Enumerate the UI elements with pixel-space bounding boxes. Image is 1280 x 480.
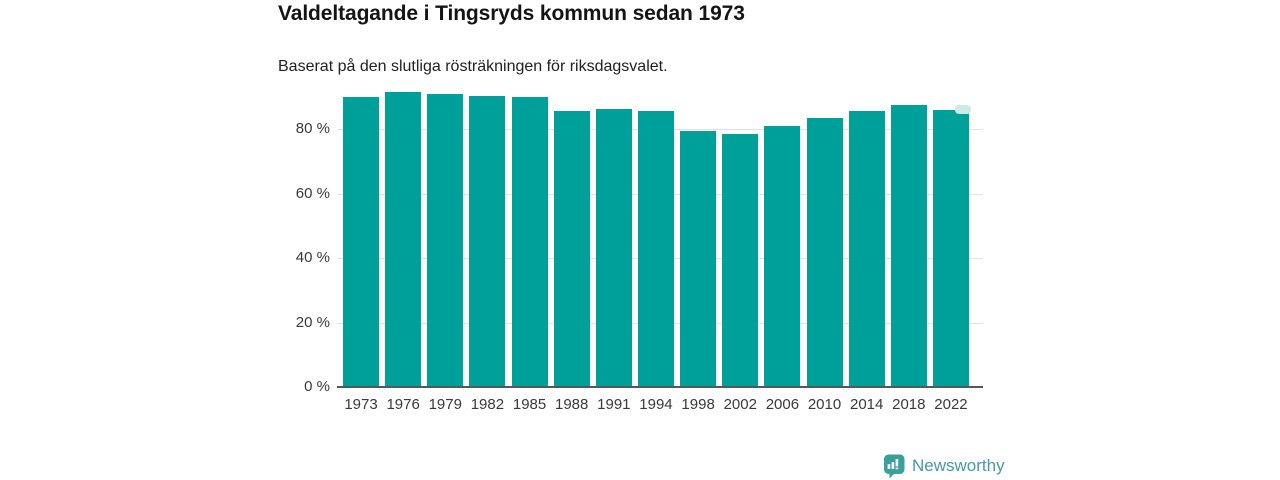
x-tick-2010: 2010 <box>807 396 842 413</box>
newsworthy-logo[interactable]: Newsworthy <box>883 453 1005 479</box>
bar-2018 <box>890 105 927 387</box>
y-tick-40: 40 % <box>295 249 330 266</box>
y-tick-0: 0 % <box>304 378 330 395</box>
bar-1979 <box>427 93 464 387</box>
x-tick-2014: 2014 <box>849 396 884 413</box>
newsworthy-badge-chart-icon <box>884 454 905 478</box>
bar-2006 <box>764 126 801 387</box>
y-tick-80: 80 % <box>295 120 330 137</box>
x-tick-2002: 2002 <box>723 396 757 413</box>
x-tick-1973: 1973 <box>344 396 378 413</box>
bar-2010 <box>806 118 843 387</box>
bar-1991 <box>595 109 632 387</box>
x-tick-2018: 2018 <box>892 396 926 413</box>
y-tick-20: 20 % <box>295 313 330 331</box>
x-axis-line <box>337 386 983 388</box>
x-tick-2006: 2006 <box>765 396 800 413</box>
x-tick-1985: 1985 <box>512 396 547 413</box>
bar-1998 <box>680 131 717 387</box>
bar-1994 <box>637 111 674 387</box>
x-tick-1976: 1976 <box>386 396 420 413</box>
x-tick-1979: 1979 <box>428 396 462 413</box>
bar-1982 <box>469 96 506 387</box>
bar-2002 <box>722 133 759 387</box>
bar-1988 <box>553 110 590 387</box>
plot-area <box>337 0 983 388</box>
chart-title: Valdeltagande i Tingsryds kommun sedan 1… <box>278 2 745 25</box>
x-tick-1982: 1982 <box>470 396 505 413</box>
y-tick-60: 60 % <box>295 184 330 202</box>
x-tick-1988: 1988 <box>555 396 589 413</box>
bar-1976 <box>385 91 422 387</box>
x-tick-1998: 1998 <box>681 396 715 413</box>
newsworthy-wordmark: Newsworthy <box>912 456 1005 475</box>
x-tick-1994: 1994 <box>639 396 673 413</box>
x-tick-2022: 2022 <box>934 396 968 413</box>
bar-2014 <box>848 111 885 387</box>
bar-1973 <box>343 97 379 387</box>
latest-bar-marker <box>954 104 971 114</box>
chart-subtitle: Baserat på den slutliga rösträkningen fö… <box>278 58 668 75</box>
x-tick-1991: 1991 <box>597 396 631 413</box>
bar-1985 <box>511 97 548 387</box>
bar-2022 <box>932 109 969 387</box>
